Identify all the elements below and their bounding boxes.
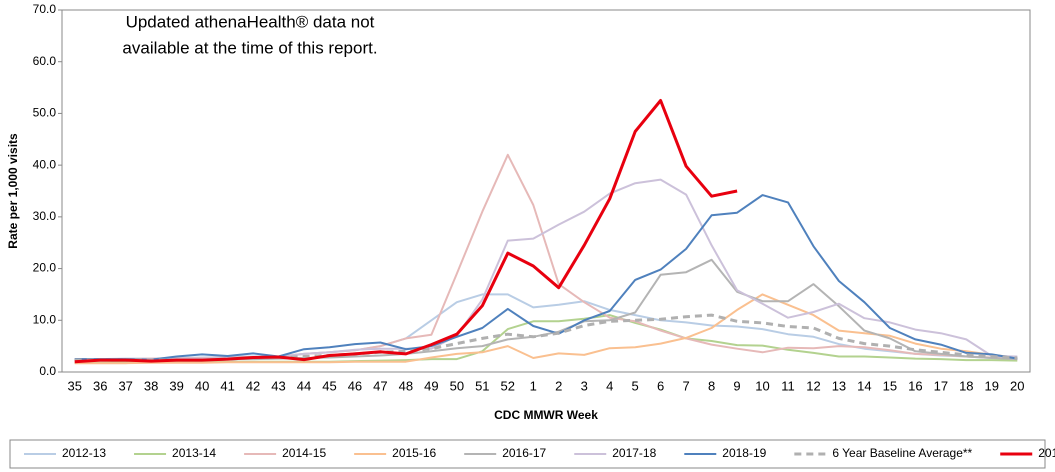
y-axis-label: Rate per 1,000 visits bbox=[6, 133, 20, 249]
x-tick-label: 45 bbox=[322, 378, 336, 393]
y-tick-label: 60.0 bbox=[33, 54, 57, 68]
x-tick-label: 14 bbox=[857, 378, 871, 393]
x-tick-label: 9 bbox=[733, 378, 740, 393]
x-tick-label: 48 bbox=[399, 378, 413, 393]
x-tick-label: 44 bbox=[297, 378, 311, 393]
y-tick-label: 50.0 bbox=[33, 106, 57, 120]
y-tick-label: 70.0 bbox=[33, 2, 57, 16]
x-tick-label: 51 bbox=[475, 378, 489, 393]
x-tick-label: 5 bbox=[632, 378, 639, 393]
y-tick-label: 30.0 bbox=[33, 209, 57, 223]
annotation: Updated athenaHealth® data not bbox=[126, 12, 375, 31]
x-tick-label: 7 bbox=[682, 378, 689, 393]
series-line bbox=[74, 99, 738, 364]
x-tick-label: 20 bbox=[1010, 378, 1024, 393]
x-tick-label: 3 bbox=[581, 378, 588, 393]
x-tick-label: 1 bbox=[530, 378, 537, 393]
x-tick-label: 38 bbox=[144, 378, 158, 393]
series-line bbox=[74, 293, 1018, 365]
x-tick-label: 10 bbox=[755, 378, 769, 393]
x-tick-label: 6 bbox=[657, 378, 664, 393]
x-tick-label: 8 bbox=[708, 378, 715, 393]
x-axis-label: CDC MMWR Week bbox=[494, 408, 598, 422]
x-tick-label: 16 bbox=[908, 378, 922, 393]
legend-label: 2019-20 bbox=[1038, 446, 1055, 460]
x-tick-label: 11 bbox=[781, 378, 795, 393]
series-line bbox=[74, 153, 1018, 361]
x-tick-label: 2 bbox=[555, 378, 562, 393]
plot-border bbox=[61, 9, 1031, 373]
legend-label: 2014-15 bbox=[282, 446, 326, 460]
x-tick-label: 40 bbox=[195, 378, 209, 393]
x-tick-label: 47 bbox=[373, 378, 387, 393]
x-tick-label: 19 bbox=[985, 378, 999, 393]
annotation: available at the time of this report. bbox=[122, 38, 377, 57]
legend-label: 2018-19 bbox=[722, 446, 766, 460]
x-tick-label: 12 bbox=[806, 378, 820, 393]
x-tick-label: 42 bbox=[246, 378, 260, 393]
x-tick-label: 37 bbox=[118, 378, 132, 393]
y-tick-label: 0.0 bbox=[39, 364, 56, 378]
legend-label: 2016-17 bbox=[502, 446, 546, 460]
x-tick-label: 35 bbox=[68, 378, 82, 393]
y-tick-label: 20.0 bbox=[33, 261, 57, 275]
y-tick-label: 10.0 bbox=[33, 312, 57, 326]
x-tick-label: 18 bbox=[959, 378, 973, 393]
series-line bbox=[74, 178, 1018, 362]
x-tick-label: 46 bbox=[348, 378, 362, 393]
legend-label: 2015-16 bbox=[392, 446, 436, 460]
x-tick-label: 52 bbox=[501, 378, 515, 393]
x-tick-label: 17 bbox=[934, 378, 948, 393]
y-tick-label: 40.0 bbox=[33, 157, 57, 171]
x-tick-label: 15 bbox=[883, 378, 897, 393]
x-tick-label: 13 bbox=[832, 378, 846, 393]
series-line bbox=[74, 194, 1018, 361]
x-tick-label: 43 bbox=[271, 378, 285, 393]
legend-label: 2012-13 bbox=[62, 446, 106, 460]
x-tick-label: 41 bbox=[220, 378, 234, 393]
x-tick-label: 49 bbox=[424, 378, 438, 393]
x-tick-label: 36 bbox=[93, 378, 107, 393]
legend-label: 6 Year Baseline Average** bbox=[832, 446, 972, 460]
x-tick-label: 4 bbox=[606, 378, 613, 393]
x-tick-label: 50 bbox=[450, 378, 464, 393]
legend-label: 2013-14 bbox=[172, 446, 216, 460]
legend-box bbox=[9, 439, 1046, 469]
legend-label: 2017-18 bbox=[612, 446, 656, 460]
x-tick-label: 39 bbox=[169, 378, 183, 393]
